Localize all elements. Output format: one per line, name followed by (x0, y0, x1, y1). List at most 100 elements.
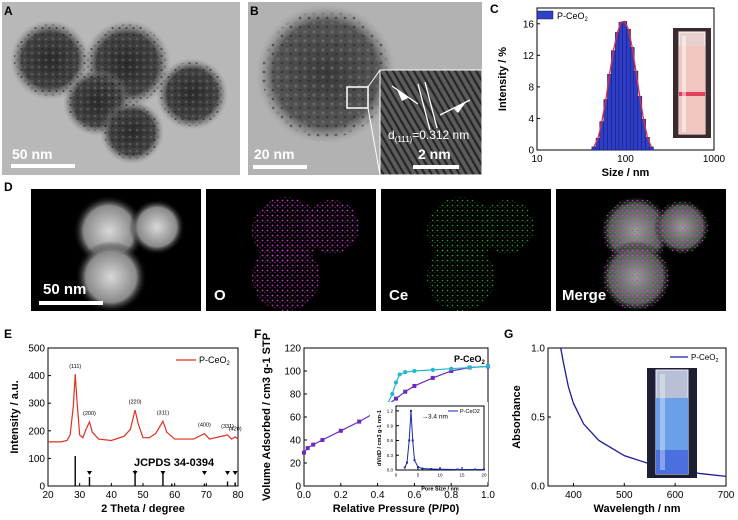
y-tick-label: 40 (290, 436, 302, 447)
y-tick-label: 4 (528, 114, 534, 125)
eds-map-oxygen: O (206, 189, 376, 311)
x-tick-label: 40 (106, 490, 118, 501)
scale-bar-b-inset (413, 165, 459, 169)
inset-psd-point (474, 468, 477, 471)
y-tick-label: 0.0 (531, 482, 545, 493)
legend-label-g: P-CeO2 (691, 353, 719, 364)
adsorption-point (430, 375, 435, 380)
desorption-point (403, 370, 408, 375)
y-tick-label: 0 (528, 146, 534, 157)
adsorption-point (338, 428, 343, 433)
y-tick-label: 16 (523, 19, 535, 30)
peak-marker (160, 471, 166, 475)
x-tick-label: 500 (616, 490, 633, 501)
eds-label-o: O (214, 287, 226, 304)
y-axis-label: Intensity / % (497, 47, 509, 111)
zoom-region-box (346, 86, 369, 109)
panel-label-c: C (490, 2, 499, 16)
x-axis-label: Wavelength / nm (594, 503, 681, 515)
peak-label: (200) (83, 411, 96, 417)
nanoparticle-cluster (10, 20, 228, 164)
adsorption-point (320, 438, 325, 442)
peak-label: (420) (229, 426, 242, 432)
inset-psd-point (413, 459, 416, 462)
peak-marker (232, 471, 238, 475)
inset-psd-point (403, 466, 406, 469)
panel-label-f: F (254, 327, 261, 341)
y-axis-label: Intensity / a.u. (9, 380, 21, 453)
desorption-line (386, 365, 489, 406)
x-axis-label: Size / nm (602, 167, 650, 179)
inset-pore-size: 0 5 10 15 20 0.0 0.3 0.6 0.9 1.2 Pore Size / nm dV/… (370, 402, 488, 493)
x-tick-label: 600 (667, 490, 684, 501)
desorption-point (390, 391, 395, 397)
y-tick-label: 1.0 (531, 344, 545, 355)
desorption-point (397, 372, 402, 377)
chart-f-bet: F 0.0 0.2 0.4 0.6 0.8 1.0020406080100120Relat… (254, 327, 495, 515)
x-tick-label: 400 (565, 490, 582, 501)
peak-label: (111) (69, 364, 81, 370)
peak-label: (220) (129, 399, 142, 405)
x-axis-label: 2 Theta / degree (101, 503, 185, 515)
desorption-point (467, 365, 472, 370)
chart-e-xrd: E 20 30 40 50 60 70 80 0 100 200 300 400 500 2 Theta … (4, 327, 244, 515)
scale-bar-label-b-inset: 2 nm (418, 146, 451, 162)
y-axis-label: Volume Adsorbed / cm3 g-1 STP (261, 333, 273, 501)
x-tick-label: 0.0 (297, 490, 311, 501)
legend-label-c: P-CeO2 (557, 11, 589, 23)
inset-psd-point (409, 409, 412, 412)
histogram-bar (591, 146, 597, 151)
d-spacing-label: d(111)=0.312 nm (388, 128, 469, 144)
x-tick-label: 0.6 (407, 490, 421, 501)
y-tick-label: 0.6 (387, 438, 394, 443)
jcpds-reference-label: JCPDS 34-0394 (134, 457, 215, 469)
histogram-bar (611, 50, 616, 151)
eds-map-cerium: Ce (381, 189, 551, 311)
inset-psd-point (430, 468, 433, 471)
haadf-image: 50 nm (31, 189, 201, 311)
scale-bar-label-b: 20 nm (254, 146, 295, 162)
desorption-point (430, 367, 435, 372)
y-tick-label: 8 (528, 82, 534, 93)
peak-marker (132, 471, 138, 475)
xrd-pattern-line (48, 374, 239, 443)
adsorption-point (311, 442, 316, 447)
peak-marker (86, 471, 92, 475)
desorption-point (449, 366, 454, 371)
inset-psd-point (417, 466, 419, 469)
tem-image-a-graphic (2, 2, 240, 175)
peak-marker (225, 471, 231, 475)
inset-psd-point (483, 468, 485, 471)
inset-psd-point (421, 467, 424, 470)
y-tick-label: 12 (523, 51, 535, 62)
x-axis-label: Pore Size / nm (421, 487, 459, 493)
y-tick-label: 120 (284, 344, 301, 355)
x-tick-label: 1.0 (481, 490, 495, 501)
x-tick-label: 30 (74, 490, 86, 501)
title-f: P-CeO2 (454, 354, 486, 366)
peak-label: (331) (221, 424, 234, 430)
y-tick-label: 1.2 (387, 408, 394, 413)
hrtem-inset: d(111)=0.312 nm (379, 69, 482, 175)
cuvette-photo-c (673, 28, 711, 138)
x-tick-label: 20 (42, 490, 54, 501)
x-tick-label: 0 (395, 473, 398, 478)
legend-e: P-CeO2 (176, 355, 231, 367)
x-tick-label: 1000 (703, 154, 726, 165)
scale-bar-label-a: 50 nm (12, 146, 53, 162)
adsorption-point (412, 383, 417, 388)
y-tick-label: 0.5 (531, 413, 545, 424)
x-tick-label: 50 (137, 490, 149, 501)
inset-psd-point (406, 461, 408, 464)
x-tick-label: 100 (617, 154, 634, 165)
desorption-point (393, 380, 399, 385)
legend-c: P-CeO2 (536, 10, 589, 23)
y-tick-label: 100 (284, 367, 301, 378)
x-tick-label: 20 (481, 473, 487, 478)
panel-label-a-text: A (4, 4, 13, 18)
panel-label-b: B (250, 4, 259, 18)
panel-label-d: D (4, 180, 13, 194)
y-tick-label: 300 (28, 399, 45, 410)
x-tick-label: 10 (437, 473, 443, 478)
x-tick-label: 60 (169, 490, 181, 501)
